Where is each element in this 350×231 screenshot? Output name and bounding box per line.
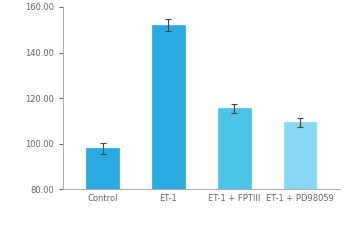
Bar xyxy=(284,122,316,231)
Bar xyxy=(218,108,251,231)
Bar xyxy=(86,148,119,231)
Bar xyxy=(152,25,185,231)
